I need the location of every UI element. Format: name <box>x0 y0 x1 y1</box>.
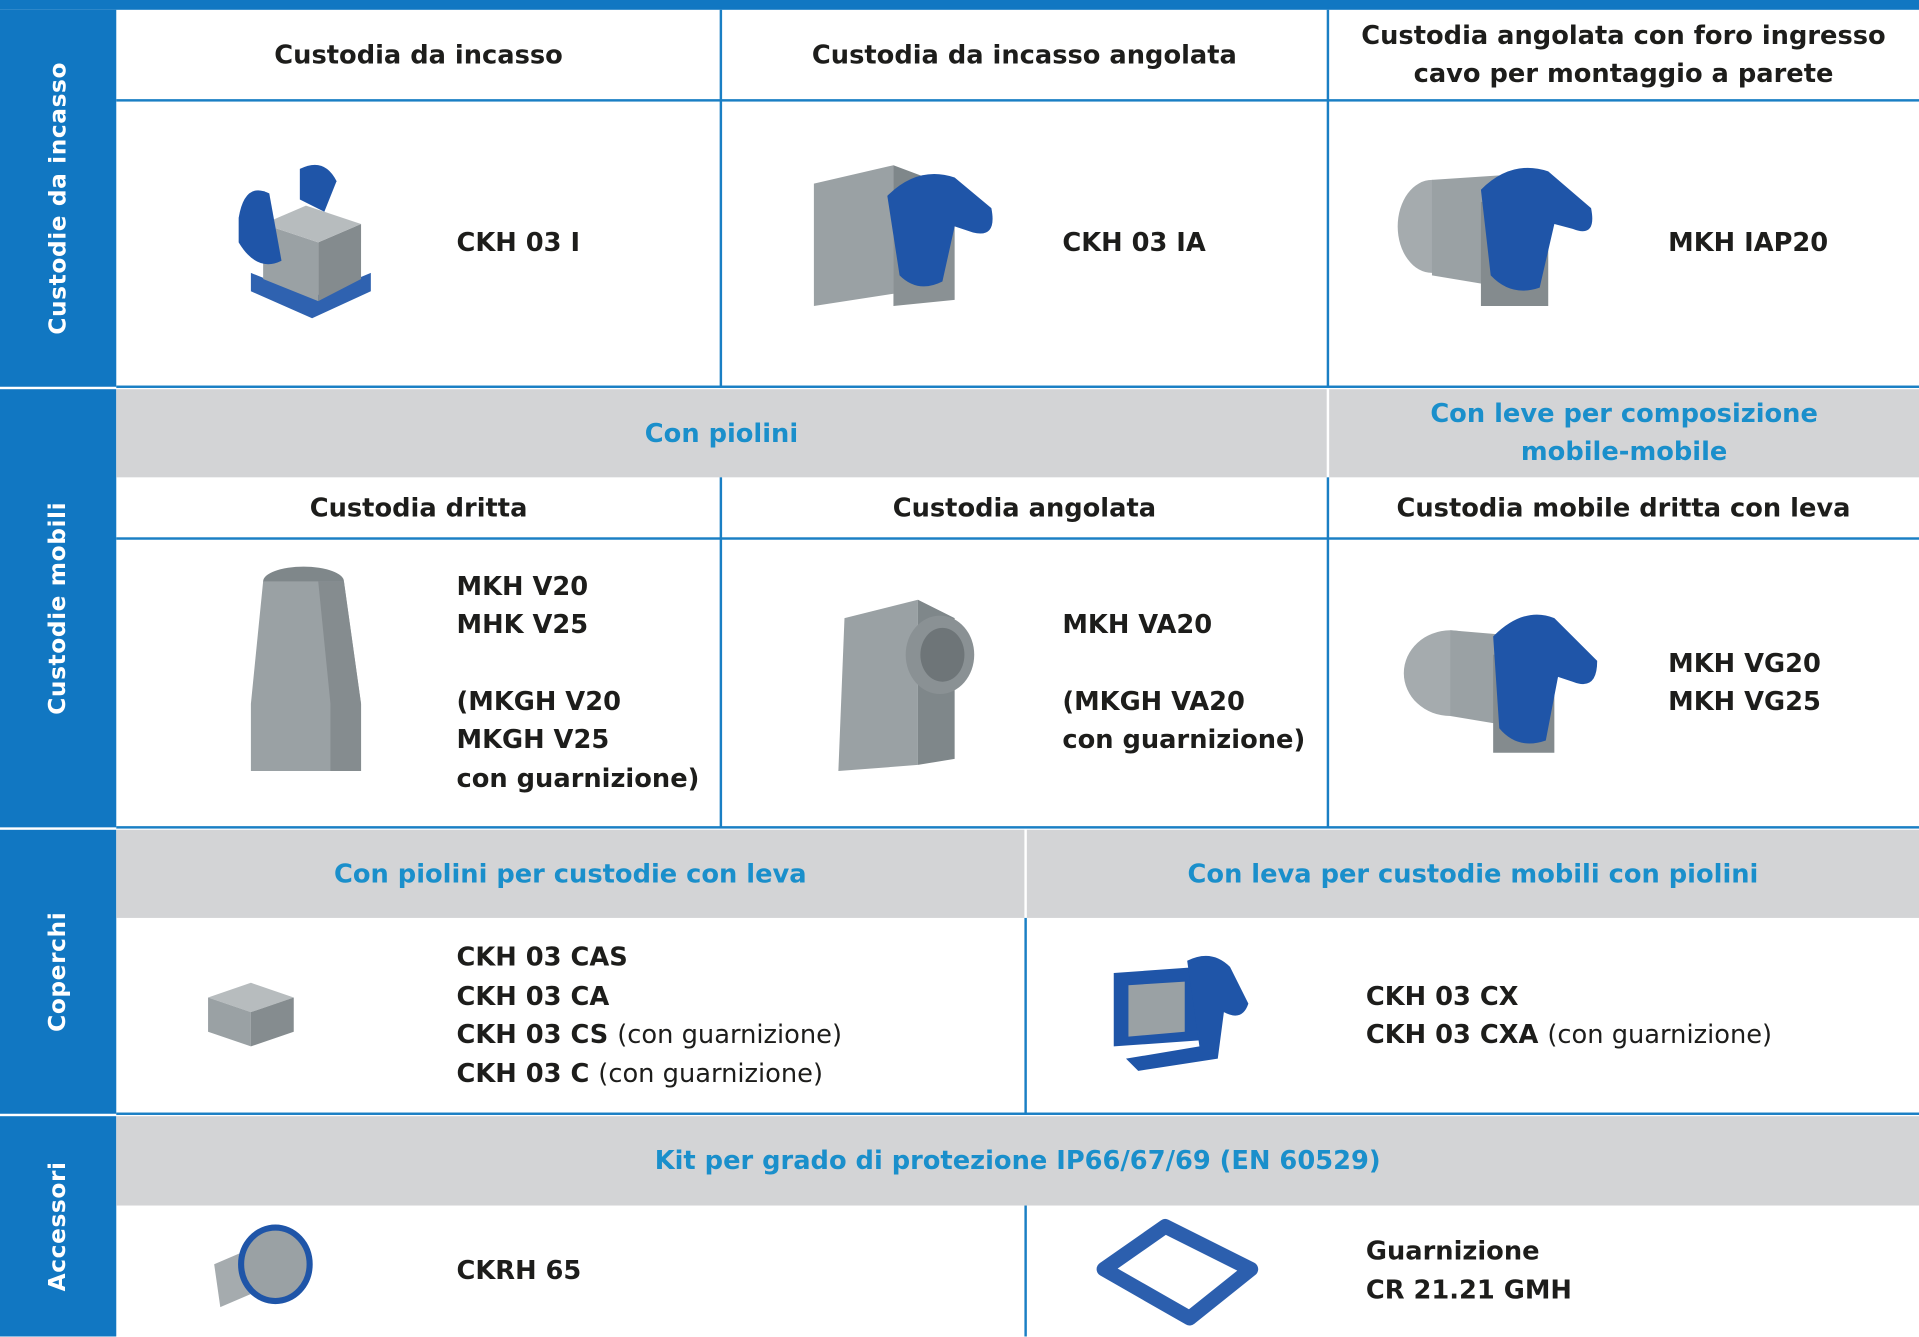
column-header: Custodia mobile dritta con leva <box>1396 492 1851 522</box>
product-code: (MKGH V20 <box>456 686 621 716</box>
product-image <box>813 165 993 306</box>
product-codes: CKH 03 CX CKH 03 CXA (con guarnizione) <box>1366 918 1772 1114</box>
divider <box>116 826 1919 829</box>
product-codes: MKH V20 MHK V25 (MKGH V20 MKGH V25 con guar… <box>457 539 700 828</box>
divider <box>1326 477 1330 828</box>
product-code: CKH 03 CA <box>456 980 610 1011</box>
product-code: CKH 03 I <box>456 227 581 258</box>
divider <box>1024 1205 1027 1337</box>
product-code: CKH 03 CXA <box>1365 1019 1539 1049</box>
product-image <box>1403 614 1598 753</box>
product-code: CKH 03 C <box>456 1058 590 1088</box>
group-header: Con piolini per custodie con leva <box>116 829 1025 918</box>
product-code: (MKGH VA20 <box>1062 686 1245 716</box>
section-label: Custodie da incasso <box>0 9 117 387</box>
product-code: MKH VG20 <box>1668 648 1821 678</box>
column-header: Custodia angolata <box>892 492 1157 522</box>
divider <box>116 537 1919 540</box>
group-header: Con piolini <box>116 389 1327 478</box>
column-header: Custodia da incasso angolata <box>811 39 1237 70</box>
product-code: MKH V20 <box>456 571 589 601</box>
product-code: CKH 03 CS <box>456 1019 609 1049</box>
product-image <box>238 164 371 319</box>
product-code: CKH 03 CAS <box>456 942 628 972</box>
product-code: MHK V25 <box>456 609 589 640</box>
section-label: Coperchi <box>0 829 117 1114</box>
product-code: con guarnizione) <box>1062 724 1306 755</box>
section-label-text: Coperchi <box>44 911 72 1032</box>
divider <box>116 99 1919 102</box>
product-image <box>250 566 362 772</box>
product-code: CKH 03 IA <box>1062 227 1206 258</box>
divider <box>1326 9 1330 387</box>
product-note: (con guarnizione) <box>1547 1019 1773 1049</box>
column-header: Custodia dritta <box>309 492 528 522</box>
section-label-text: Custodie da incasso <box>44 61 72 335</box>
top-band <box>0 0 1919 10</box>
product-codes: MKH VA20 (MKGH VA20 con guarnizione) <box>1062 539 1305 828</box>
divider <box>116 385 1919 388</box>
product-code: MKH VG25 <box>1668 686 1821 716</box>
product-code: MKH VA20 <box>1062 609 1213 640</box>
product-note: (con guarnizione) <box>598 1058 824 1088</box>
divider <box>719 477 723 828</box>
product-code: CR 21.21 GMH <box>1365 1274 1572 1305</box>
column-header: Custodia da incasso <box>274 39 563 70</box>
product-code: con guarnizione) <box>456 763 700 793</box>
group-header: Con leve per composizione mobile-mobile <box>1329 389 1919 478</box>
product-code: CKH 03 CX <box>1365 980 1519 1011</box>
group-header: Con leva per custodie mobili con piolini <box>1026 829 1919 918</box>
section-label-text: Custodie mobili <box>44 501 72 715</box>
product-image <box>838 599 975 772</box>
product-code: Guarnizione <box>1365 1236 1540 1266</box>
product-image <box>214 1224 313 1308</box>
product-code: MKGH V25 <box>456 724 610 755</box>
product-code: CKRH 65 <box>456 1255 582 1285</box>
product-codes: MKH VG20 MKH VG25 <box>1668 539 1821 828</box>
section-label-text: Accessori <box>44 1161 72 1292</box>
product-image <box>1397 167 1593 306</box>
product-image <box>1113 955 1249 1071</box>
column-header: Custodia angolata con foro ingresso cavo… <box>1361 20 1886 89</box>
divider <box>116 1112 1919 1115</box>
product-codes: CKRH 65 <box>457 1206 582 1337</box>
product-codes: CKH 03 CAS CKH 03 CA CKH 03 CS (con guar… <box>457 918 842 1114</box>
product-codes: CKH 03 I <box>457 100 581 386</box>
product-code: MKH IAP20 <box>1668 227 1829 258</box>
product-image <box>1096 1219 1259 1326</box>
divider <box>1024 917 1027 1114</box>
product-image <box>208 982 294 1047</box>
divider <box>719 9 723 387</box>
section-label: Accessori <box>0 1116 117 1337</box>
product-codes: MKH IAP20 <box>1668 100 1828 386</box>
product-note: (con guarnizione) <box>617 1019 843 1049</box>
group-header: Kit per grado di protezione IP66/67/69 (… <box>116 1116 1919 1206</box>
product-codes: Guarnizione CR 21.21 GMH <box>1366 1206 1572 1337</box>
section-label: Custodie mobili <box>0 389 117 828</box>
product-codes: CKH 03 IA <box>1062 100 1205 386</box>
